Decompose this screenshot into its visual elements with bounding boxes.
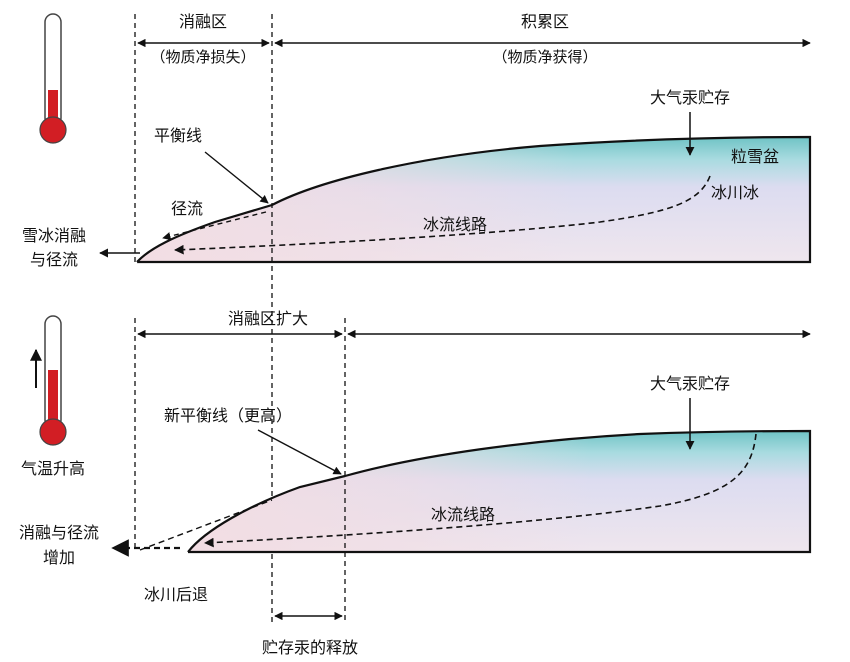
thermometer-normal-icon [39, 13, 67, 144]
new-equilibrium-line-pointer [257, 429, 342, 475]
runoff-label: 径流 [171, 199, 203, 218]
top-melt-runoff-label-2: 与径流 [30, 250, 78, 269]
bottom-atmospheric-mercury-label: 大气汞贮存 [650, 374, 730, 393]
glacier-ice-label: 冰川冰 [711, 183, 759, 202]
firn-basin-label: 粒雪盆 [731, 147, 779, 166]
mercury-release-label: 贮存汞的释放 [262, 638, 358, 657]
bottom-panel: 气温升高 消融区扩大 大气汞贮存 新平衡线（更高） 冰流线路 消融与径流 增加 … [19, 309, 812, 657]
top-panel: 消融区 （物质净损失） 积累区 （物质净获得） 大气汞贮存 粒雪盆 冰川冰 冰流… [22, 12, 812, 622]
new-equilibrium-line-label: 新平衡线（更高） [164, 406, 292, 425]
top-melt-runoff-label-1: 雪冰消融 [22, 226, 86, 245]
bottom-melt-runoff-label-2: 增加 [43, 548, 75, 567]
thermometer-rising-icon [39, 315, 67, 446]
accumulation-zone-label: 积累区 [521, 12, 569, 31]
former-glacier-surface [139, 499, 273, 551]
ablation-zone-label: 消融区 [179, 12, 227, 31]
top-glacier-outline [136, 135, 812, 264]
top-atmospheric-mercury-label: 大气汞贮存 [650, 88, 730, 107]
bottom-melt-runoff-label-1: 消融与径流 [19, 523, 99, 542]
bottom-ice-flow-path [204, 433, 757, 548]
expanded-ablation-label: 消融区扩大 [228, 309, 308, 328]
top-ice-flow-label: 冰流线路 [423, 215, 487, 234]
bottom-ice-flow-label: 冰流线路 [431, 505, 495, 524]
accumulation-zone-sublabel: （物质净获得） [492, 48, 597, 66]
glacier-retreat-label: 冰川后退 [144, 585, 208, 604]
bottom-glacier-outline [187, 429, 812, 554]
top-ice-flow-path [174, 175, 711, 255]
equilibrium-line-pointer [204, 151, 269, 204]
ablation-zone-sublabel: （物质净损失） [150, 48, 255, 66]
temperature-rise-label: 气温升高 [21, 459, 85, 478]
equilibrium-line-label: 平衡线 [154, 126, 202, 145]
